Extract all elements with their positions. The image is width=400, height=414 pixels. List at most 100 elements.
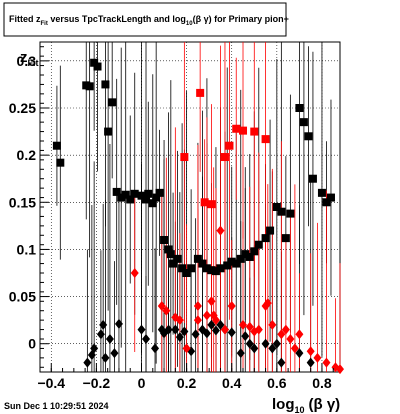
data-point-square [239, 126, 248, 135]
data-point-diamond [277, 357, 286, 368]
data-point-square [272, 203, 281, 211]
data-point-square [322, 198, 331, 207]
data-point-diamond [209, 310, 218, 321]
data-point-diamond [227, 327, 236, 338]
title-frame [3, 2, 287, 37]
data-point-diamond [193, 315, 202, 326]
data-point-square [155, 188, 164, 197]
data-point-square [202, 264, 211, 273]
data-point-diamond [261, 338, 270, 349]
data-point-diamond [336, 364, 344, 375]
data-point-square [196, 88, 205, 97]
data-point-square [137, 191, 146, 200]
data-point-diamond [220, 324, 229, 335]
data-point-diamond [295, 329, 304, 340]
data-point-diamond [207, 319, 216, 330]
y-tick-label: 0 [28, 336, 36, 352]
timestamp: Sun Dec 1 10:29:51 2024 [4, 401, 109, 411]
title-box: Fitted zFit versus TpcTrackLength and lo… [3, 2, 289, 37]
data-point-square [198, 259, 207, 268]
data-point-diamond [175, 332, 184, 343]
x-tick-label: −0.4 [37, 375, 65, 391]
x-tick-label: −0.2 [83, 375, 111, 391]
x-tick-label: 0.6 [267, 375, 287, 391]
data-point-diamond [239, 319, 248, 330]
data-point-square [241, 250, 250, 259]
data-point-square [130, 189, 139, 198]
data-point-square [142, 195, 151, 204]
y-tick-label: 0.15 [9, 194, 36, 210]
data-point-diamond [162, 305, 171, 316]
data-point-square [299, 118, 308, 127]
data-point-square [216, 264, 225, 273]
data-point-square [281, 234, 290, 243]
data-point-diamond [96, 329, 105, 340]
data-point-square [164, 245, 173, 254]
data-point-diamond [272, 338, 281, 349]
data-point-diamond [322, 357, 331, 368]
data-point-diamond [290, 343, 299, 354]
data-point-square [261, 135, 270, 144]
data-point-square [304, 132, 313, 141]
data-point-square [250, 247, 259, 256]
data-marks [52, 58, 344, 375]
x-axis-ticks: −0.4 −0.2 0 0.2 0.4 0.6 0.8 [37, 363, 334, 391]
y-axis-label-main: z [20, 49, 28, 66]
data-point-square [160, 236, 169, 244]
data-point-square [308, 174, 317, 183]
data-point-diamond [281, 324, 290, 335]
data-point-square [108, 98, 117, 107]
data-point-square [182, 269, 191, 277]
data-point-diamond [171, 324, 180, 335]
data-point-square [121, 190, 130, 199]
data-point-square [207, 200, 216, 209]
data-point-diamond [175, 315, 184, 326]
title-part-2: versus TpcTrackLength and log [48, 14, 186, 24]
data-point-diamond [191, 329, 200, 340]
data-point-diamond [110, 348, 119, 359]
data-point-diamond [268, 343, 277, 354]
data-point-square [148, 199, 157, 208]
data-point-square [220, 153, 229, 162]
data-point-diamond [105, 334, 114, 344]
data-point-square [104, 127, 113, 136]
data-point-diamond [202, 328, 211, 339]
data-point-square [52, 141, 61, 150]
data-point-square [223, 261, 232, 270]
data-point-square [200, 198, 209, 207]
data-point-square [56, 158, 65, 167]
data-point-square [178, 264, 187, 273]
data-point-diamond [250, 343, 259, 354]
data-point-square [207, 266, 216, 275]
data-point-square [180, 153, 189, 162]
data-point-diamond [245, 338, 254, 349]
data-point-square [169, 259, 178, 268]
data-point-square [286, 209, 295, 218]
data-point-diamond [268, 319, 277, 330]
data-point-diamond [114, 318, 123, 329]
data-point-square [101, 80, 110, 89]
data-point-diamond [83, 357, 92, 368]
data-point-square [85, 82, 94, 91]
y-tick-label: 0.2 [17, 147, 37, 163]
x-axis-label-rest: (β γ) [309, 396, 341, 413]
data-point-square [173, 254, 182, 263]
data-point-diamond [164, 324, 173, 335]
x-tick-label: 0 [138, 375, 146, 391]
title-part-1: Fitted z [9, 14, 41, 24]
data-point-square [232, 124, 241, 133]
data-point-diamond [313, 352, 322, 363]
data-point-diamond [180, 326, 189, 337]
y-tick-label: 0.25 [9, 100, 36, 116]
x-tick-label: 0.8 [312, 375, 332, 391]
data-point-square [261, 234, 270, 243]
data-point-square [112, 187, 121, 196]
data-point-square [236, 254, 245, 263]
data-point-diamond [207, 296, 216, 307]
data-point-diamond [202, 310, 211, 321]
data-point-square [227, 257, 236, 266]
data-point-diamond [286, 334, 295, 344]
y-axis-ticks: 0 0.05 0.1 0.15 0.2 0.25 0.3 [9, 46, 49, 368]
y-axis-label: zFit [20, 49, 39, 68]
